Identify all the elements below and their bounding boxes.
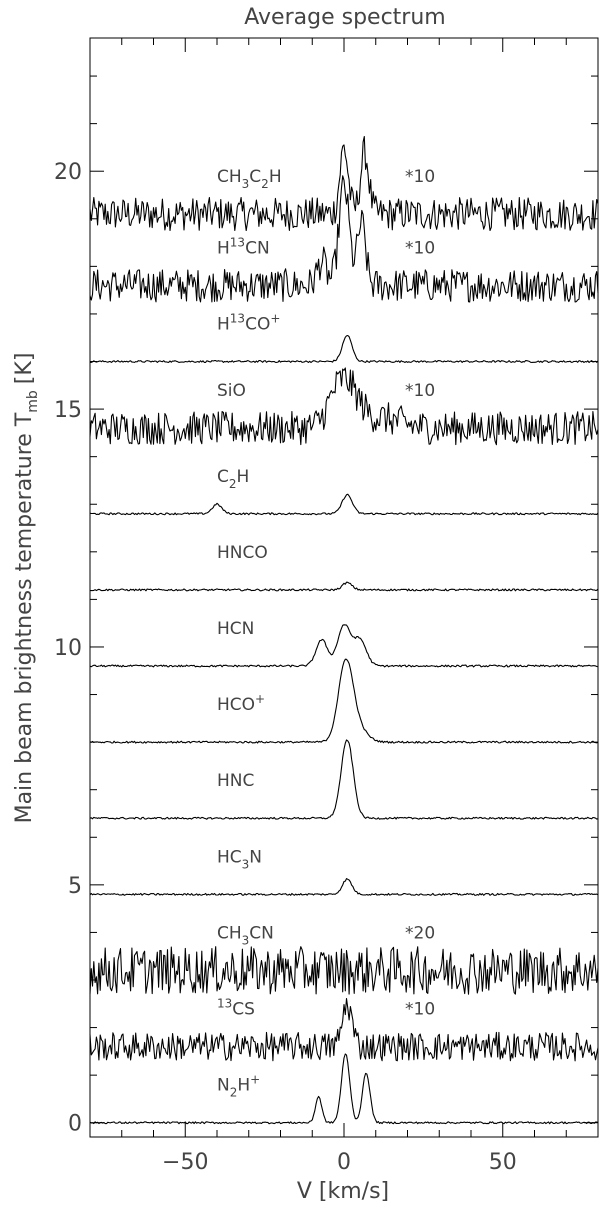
series-label: HC3N	[217, 847, 262, 871]
series-label: HCO+	[217, 692, 265, 715]
series-line	[89, 997, 599, 1062]
series-label: H13CN	[217, 235, 270, 258]
y-tick-label: 15	[54, 398, 82, 423]
x-axis-label: V [km/s]	[297, 1179, 389, 1204]
spectrum-series	[89, 135, 599, 1125]
x-tick-label: 50	[489, 1150, 517, 1175]
series-label: N2H+	[217, 1073, 260, 1100]
series-labels: CH3C2H *10 H13CN *10 H13CO+ SiO *10 C2H HNCO HCN H…	[217, 167, 435, 1100]
series-line	[89, 1053, 599, 1125]
y-tick-label: 5	[68, 874, 82, 899]
y-axis-label-main: Main beam brightness temperature T	[12, 412, 37, 823]
series-line	[89, 878, 599, 896]
y-tick-label: 0	[68, 1112, 82, 1137]
series-line	[89, 367, 599, 446]
series-scale-label: *10	[405, 238, 435, 258]
series-label: 13CS	[217, 997, 255, 1020]
series-label: HNCO	[217, 543, 268, 563]
series-scale-label: *20	[405, 923, 435, 943]
series-line	[89, 493, 599, 516]
y-axis-label: Main beam brightness temperature Tmb [K]	[12, 353, 41, 824]
series-label: HNC	[217, 771, 254, 791]
y-tick-label: 20	[54, 160, 82, 185]
series-line	[89, 334, 599, 364]
axis-ticks	[89, 38, 599, 1137]
y-tick-label: 10	[54, 636, 82, 661]
series-scale-label: *10	[405, 1000, 435, 1020]
series-line	[89, 624, 599, 668]
x-tick-label: −50	[162, 1150, 208, 1175]
series-label: H13CO+	[217, 312, 280, 335]
series-label: CH3CN	[217, 923, 274, 947]
chart-title: Average spectrum	[244, 5, 445, 30]
series-label: HCN	[217, 619, 254, 639]
y-axis-label-subscript: mb	[25, 390, 41, 413]
axis-tick-labels: 0 5 10 15 20 −50 0 50	[54, 160, 517, 1175]
series-scale-label: *10	[405, 167, 435, 187]
y-axis-label-unit: [K]	[12, 353, 37, 385]
series-label: CH3C2H	[217, 167, 282, 191]
series-label: SiO	[217, 381, 246, 401]
series-line	[89, 175, 599, 303]
series-label: C2H	[217, 467, 249, 491]
series-line	[89, 135, 599, 232]
series-line	[89, 946, 599, 995]
x-tick-label: 0	[337, 1150, 351, 1175]
series-line	[89, 581, 599, 592]
series-line	[89, 739, 599, 820]
series-scale-label: *10	[405, 381, 435, 401]
series-line	[89, 658, 599, 744]
